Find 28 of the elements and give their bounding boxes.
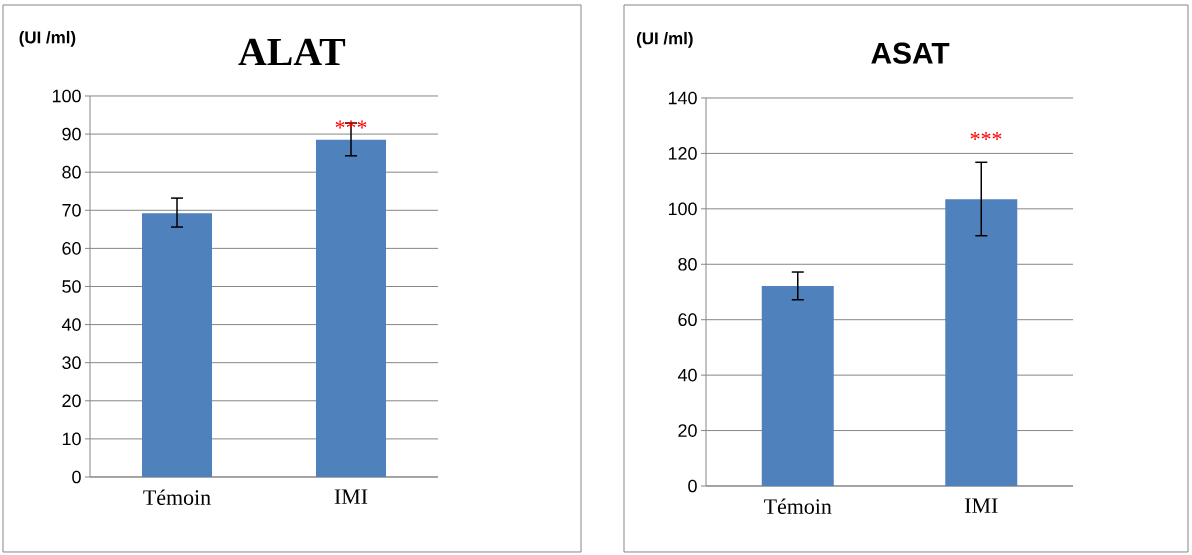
y-tick-label: 70 xyxy=(62,203,81,217)
chart-title: ALAT xyxy=(238,38,346,66)
y-tick-label: 20 xyxy=(62,394,81,408)
y-tick-label: 100 xyxy=(52,89,81,103)
y-tick-label: 100 xyxy=(668,202,697,216)
y-tick-label: 60 xyxy=(62,242,81,255)
y-tick-label: 30 xyxy=(62,356,81,370)
x-tick-label: IMI xyxy=(965,498,998,513)
x-tick-label: IMI xyxy=(334,489,368,504)
y-axis-title: (UI /ml) xyxy=(636,31,693,48)
y-tick-label: 40 xyxy=(677,368,697,382)
y-tick-label: 20 xyxy=(678,424,697,437)
y-tick-label: 80 xyxy=(62,165,81,179)
x-tick-label: Témoin xyxy=(143,489,211,505)
y-tick-label: 60 xyxy=(678,313,697,327)
y-tick-label: 120 xyxy=(668,147,697,160)
y-tick-label: 50 xyxy=(62,280,81,293)
y-tick-label: 90 xyxy=(62,127,81,141)
y-tick-label: 0 xyxy=(688,479,697,493)
chart-title: ASAT xyxy=(871,42,950,64)
x-tick-label: Témoin xyxy=(764,498,832,514)
y-tick-label: 140 xyxy=(668,91,697,105)
y-tick-label: 10 xyxy=(62,432,81,446)
y-axis-title: (UI /ml) xyxy=(19,30,76,47)
y-tick-label: 40 xyxy=(61,318,81,331)
y-tick-label: 80 xyxy=(678,257,697,271)
y-tick-label: 0 xyxy=(72,470,81,484)
annotation: *** xyxy=(970,131,1002,140)
